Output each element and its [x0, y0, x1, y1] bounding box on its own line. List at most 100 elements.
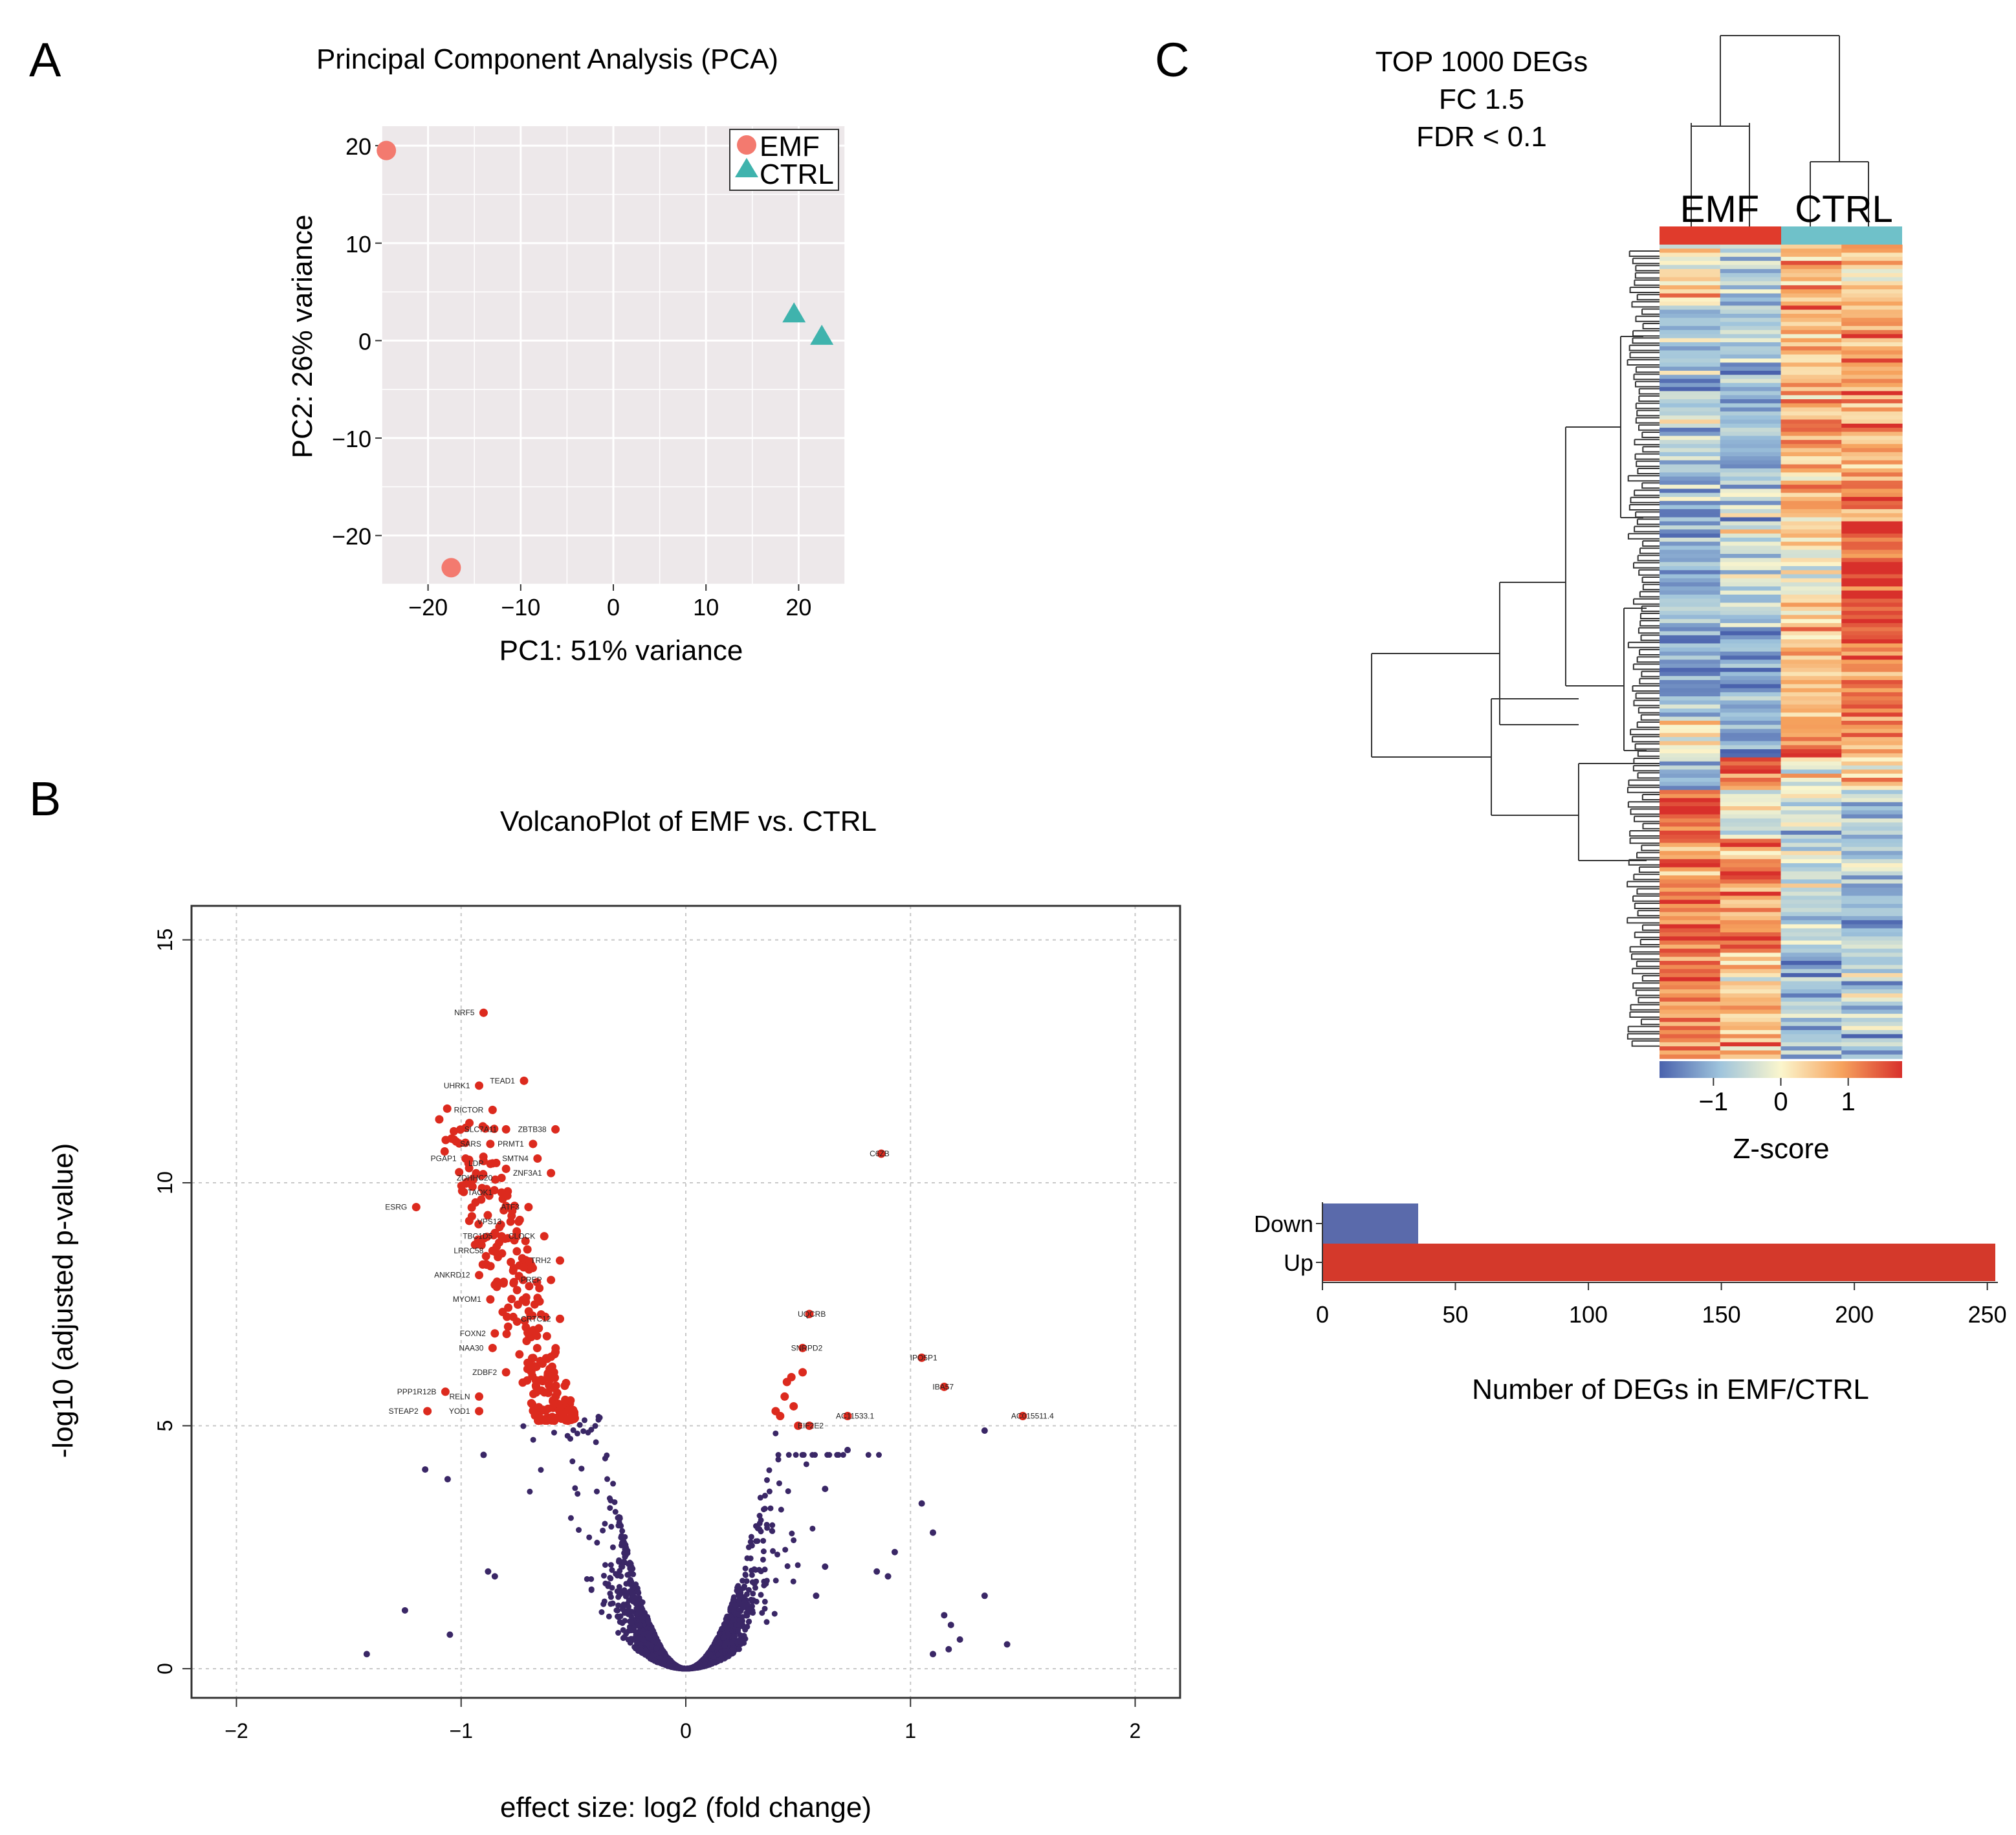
row-dendrogram-leaf	[1628, 250, 1660, 257]
heatmap-cell	[1660, 248, 1721, 254]
heatmap-cell	[1660, 391, 1721, 396]
heatmap-cell	[1780, 680, 1842, 685]
colorbar-gradient	[1660, 1061, 1902, 1078]
heatmap-cell	[1841, 558, 1903, 563]
heatmap-cell	[1780, 382, 1842, 388]
heatmap-cell	[1660, 586, 1721, 591]
heatmap-cell	[1780, 525, 1842, 530]
heatmap-cell	[1720, 659, 1782, 665]
heatmap-cell	[1841, 305, 1903, 311]
volcano-sig-point	[467, 1203, 476, 1212]
volcano-point	[769, 1522, 776, 1528]
volcano-gene-point	[843, 1411, 852, 1420]
heatmap-cell	[1660, 1026, 1721, 1031]
heatmap-cell	[1841, 635, 1903, 640]
row-dendrogram-leaf	[1634, 525, 1660, 533]
heatmap-cell	[1780, 338, 1842, 343]
volcano-point	[619, 1563, 626, 1570]
heatmap-cell	[1780, 989, 1842, 994]
heatmap-cell	[1780, 981, 1842, 986]
heatmap-cell	[1841, 749, 1903, 754]
heatmap-cell	[1660, 342, 1721, 347]
row-dendrogram-leaf	[1636, 656, 1660, 663]
heatmap-cell	[1720, 289, 1782, 294]
heatmap-cell	[1841, 928, 1903, 933]
volcano-sig-point	[507, 1295, 516, 1304]
volcano-chart: VolcanoPlot of EMF vs. CTRL NRF5 TEAD1 UHR…	[47, 806, 1181, 1823]
bar-category-label: Up	[1284, 1249, 1313, 1276]
heatmap-cell	[1660, 411, 1721, 416]
volcano-point	[759, 1610, 765, 1616]
volcano-sig-point	[794, 1421, 803, 1430]
heatmap-cell	[1660, 509, 1721, 514]
heatmap-cell	[1780, 411, 1842, 416]
volcano-point	[736, 1646, 742, 1653]
volcano-point	[624, 1548, 631, 1554]
volcano-point	[616, 1584, 622, 1590]
heatmap-cell	[1660, 277, 1721, 282]
volcano-gene-point	[488, 1246, 497, 1255]
heatmap-cell	[1720, 639, 1782, 644]
heatmap-cell	[1841, 835, 1903, 839]
volcano-point	[824, 1452, 831, 1458]
heatmap-cell	[1841, 969, 1903, 974]
heatmap-cell	[1720, 525, 1782, 530]
volcano-gene-label: LDP	[468, 1159, 483, 1168]
volcano-sig-point	[521, 1236, 530, 1246]
volcano-point	[766, 1488, 772, 1495]
heatmap-cell	[1660, 663, 1721, 668]
heatmap-cell	[1720, 997, 1782, 1002]
heatmap-cell	[1660, 439, 1721, 445]
heatmap-cell	[1780, 1054, 1842, 1059]
heatmap-cell	[1660, 1005, 1721, 1011]
heatmap-cell	[1720, 663, 1782, 668]
volcano-point	[774, 1552, 781, 1558]
volcano-point	[652, 1658, 658, 1664]
volcano-point	[422, 1466, 429, 1473]
volcano-point	[736, 1617, 743, 1623]
heatmap-cell	[1660, 680, 1721, 685]
volcano-point	[769, 1528, 776, 1534]
volcano-point	[645, 1634, 652, 1640]
heatmap-cell	[1660, 517, 1721, 522]
heatmap-cell	[1660, 366, 1721, 371]
heatmap-cell	[1660, 709, 1721, 713]
heatmap-cell	[1660, 281, 1721, 286]
row-dendrogram-leaf	[1627, 533, 1660, 540]
heatmap-cell	[1841, 391, 1903, 396]
heatmap-cell	[1780, 798, 1842, 803]
row-dendrogram-leaf	[1628, 344, 1660, 351]
volcano-sig-point	[440, 1147, 449, 1156]
legend-emf-label: EMF	[760, 131, 820, 162]
heatmap-cell	[1841, 594, 1903, 599]
heatmap-cell	[1780, 256, 1842, 261]
heatmap-cell	[1660, 574, 1721, 579]
heatmap-cell	[1841, 346, 1903, 351]
heatmap-cell	[1841, 859, 1903, 864]
heatmap-cell	[1841, 826, 1903, 831]
row-dendrogram-leaf	[1627, 1033, 1660, 1040]
heatmap-cell	[1660, 700, 1721, 705]
heatmap-cell	[1720, 749, 1782, 754]
heatmap-cell	[1841, 652, 1903, 656]
heatmap-cell	[1841, 851, 1903, 856]
heatmap-cell	[1780, 586, 1842, 591]
row-dendrogram-leaf	[1634, 931, 1660, 938]
volcano-point	[739, 1594, 745, 1600]
heatmap-cell	[1720, 961, 1782, 965]
heatmap-cell	[1660, 611, 1721, 615]
heatmap-cell	[1660, 468, 1721, 473]
heatmap-cell	[1660, 672, 1721, 677]
heatmap-cell	[1660, 293, 1721, 298]
row-dendrogram-leaf	[1637, 772, 1660, 779]
heatmap-cell	[1720, 281, 1782, 286]
volcano-point	[642, 1651, 648, 1658]
heatmap-cell	[1841, 773, 1903, 778]
volcano-point	[744, 1612, 751, 1619]
heatmap-cell	[1780, 602, 1842, 608]
heatmap-cell	[1720, 602, 1782, 608]
row-dendrogram-leaf	[1634, 489, 1660, 496]
heatmap-cell	[1780, 305, 1842, 311]
row-dendrogram-leaf	[1629, 837, 1660, 844]
